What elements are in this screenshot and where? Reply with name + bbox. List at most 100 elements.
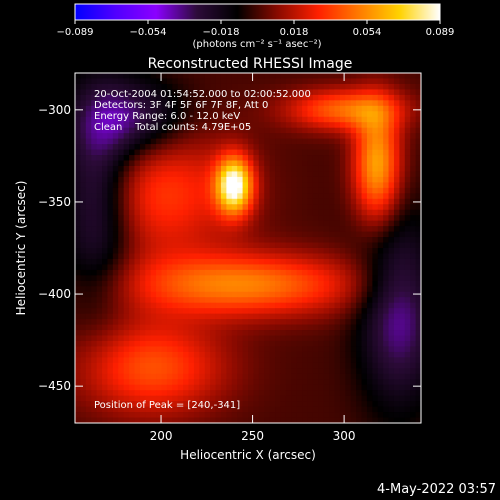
heatmap-cell: [415, 94, 421, 101]
heatmap-cell: [285, 280, 292, 287]
heatmap-cell: [269, 340, 276, 347]
heatmap-cell: [91, 100, 98, 107]
heatmap-cell: [329, 357, 335, 364]
heatmap-cell: [177, 100, 184, 107]
heatmap-cell: [231, 122, 238, 129]
heatmap-cell: [112, 149, 119, 156]
heatmap-cell: [226, 280, 233, 287]
heatmap-cell: [193, 231, 200, 238]
heatmap-cell: [388, 237, 395, 243]
heatmap-cell: [242, 100, 249, 107]
heatmap-cell: [172, 330, 179, 336]
heatmap-cell: [285, 78, 292, 85]
heatmap-cell: [91, 116, 98, 123]
heatmap-cell: [388, 373, 395, 380]
heatmap-cell: [312, 78, 319, 85]
heatmap-cell: [302, 127, 308, 134]
heatmap-cell: [323, 291, 330, 298]
heatmap-cell: [248, 291, 254, 298]
heatmap-cell: [307, 78, 314, 85]
heatmap-cell: [188, 324, 195, 331]
heatmap-cell: [388, 357, 395, 364]
heatmap-cell: [258, 319, 265, 325]
heatmap-cell: [107, 324, 114, 331]
heatmap-cell: [415, 286, 421, 293]
heatmap-cell: [356, 412, 362, 418]
heatmap-cell: [199, 209, 206, 216]
heatmap-cell: [388, 269, 395, 276]
heatmap-cell: [372, 100, 379, 107]
heatmap-cell: [134, 357, 141, 364]
heatmap-cell: [269, 176, 276, 183]
heatmap-cell: [220, 83, 227, 90]
heatmap-cell: [264, 133, 271, 140]
heatmap-cell: [312, 280, 319, 287]
heatmap-cell: [302, 275, 308, 282]
heatmap-cell: [226, 313, 233, 320]
heatmap-image: [75, 73, 421, 423]
heatmap-cell: [323, 297, 330, 304]
heatmap-cell: [177, 127, 184, 134]
heatmap-cell: [334, 105, 341, 112]
heatmap-cell: [134, 133, 141, 140]
heatmap-cell: [415, 313, 421, 320]
heatmap-cell: [372, 390, 379, 397]
heatmap-cell: [296, 133, 303, 140]
heatmap-cell: [291, 215, 298, 222]
heatmap-cell: [96, 286, 103, 293]
heatmap-cell: [188, 94, 195, 101]
heatmap-cell: [210, 346, 216, 353]
heatmap-cell: [415, 155, 421, 161]
heatmap-cell: [242, 253, 249, 260]
heatmap-cell: [188, 83, 195, 90]
heatmap-cell: [291, 297, 298, 304]
heatmap-cell: [161, 253, 168, 260]
heatmap-cell: [231, 242, 238, 249]
heatmap-cell: [404, 412, 411, 418]
heatmap-cell: [85, 258, 92, 265]
heatmap-cell: [129, 116, 135, 123]
heatmap-cell: [80, 209, 87, 216]
heatmap-cell: [242, 297, 249, 304]
heatmap-cell: [410, 100, 416, 107]
heatmap-cell: [323, 171, 330, 178]
colorbar: −0.089 −0.054 −0.018 0.018 0.054 0.089 (photo…: [56, 3, 454, 50]
heatmap-cell: [366, 138, 373, 145]
heatmap-cell: [118, 291, 125, 298]
heatmap-cell: [156, 73, 162, 79]
heatmap-cell: [145, 78, 152, 85]
heatmap-cell: [366, 127, 373, 134]
heatmap-cell: [307, 100, 314, 107]
heatmap-cell: [204, 122, 211, 129]
heatmap-cell: [323, 165, 330, 172]
heatmap-cell: [220, 313, 227, 320]
heatmap-cell: [210, 226, 216, 232]
heatmap-cell: [329, 105, 335, 112]
heatmap-cell: [237, 127, 243, 134]
heatmap-cell: [123, 264, 130, 271]
heatmap-cell: [302, 346, 308, 353]
heatmap-cell: [177, 94, 184, 101]
heatmap-cell: [96, 264, 103, 271]
heatmap-cell: [237, 340, 243, 347]
axis-ticks: 200 250 300−300−350−400−450: [38, 73, 421, 443]
heatmap-cell: [123, 165, 130, 172]
heatmap-cell: [220, 133, 227, 140]
heatmap-cell: [172, 291, 179, 298]
heatmap-cell: [248, 187, 254, 194]
heatmap-cell: [231, 149, 238, 156]
heatmap-cell: [226, 417, 233, 423]
heatmap-cell: [210, 313, 216, 320]
heatmap-cell: [383, 291, 389, 298]
heatmap-cell: [91, 302, 98, 309]
heatmap-cell: [177, 379, 184, 386]
heatmap-cell: [393, 340, 400, 347]
heatmap-cell: [215, 330, 222, 336]
heatmap-cell: [366, 286, 373, 293]
heatmap-cell: [296, 144, 303, 150]
heatmap-cell: [112, 379, 119, 386]
heatmap-cell: [393, 165, 400, 172]
heatmap-cell: [242, 187, 249, 194]
heatmap-cell: [269, 215, 276, 222]
heatmap-cell: [323, 193, 330, 200]
